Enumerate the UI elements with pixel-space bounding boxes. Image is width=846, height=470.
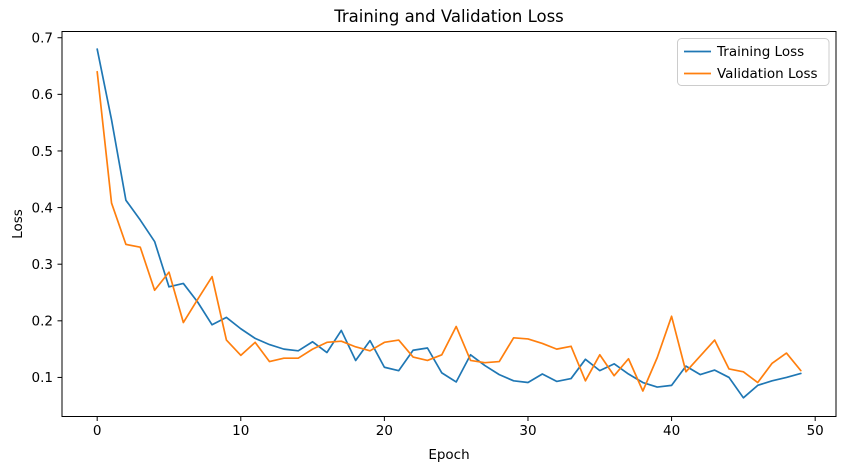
x-tick-label: 20 [376,423,393,439]
y-tick-label: 0.2 [32,314,53,330]
y-tick-label: 0.3 [32,257,53,273]
y-axis-ticks: 0.1 0.2 0.3 0.4 0.5 0.6 0.7 [32,31,62,386]
x-tick-label: 40 [663,423,680,439]
x-tick-label: 30 [519,423,536,439]
y-tick-label: 0.4 [32,200,53,216]
y-tick-label: 0.7 [32,31,53,47]
x-tick-label: 50 [807,423,824,439]
chart-title: Training and Validation Loss [333,7,564,26]
legend: Training Loss Validation Loss [677,38,830,86]
series-lines [96,48,802,399]
y-tick-label: 0.6 [32,87,53,103]
x-tick-label: 0 [93,423,102,439]
validation-loss-line [96,70,802,392]
x-axis-ticks: 0 10 20 30 40 50 [93,416,824,439]
y-tick-label: 0.1 [32,370,53,386]
x-axis-label: Epoch [428,447,469,463]
y-axis-label: Loss [10,209,26,239]
legend-validation-label: Validation Loss [717,66,818,82]
plot-area-spines [61,31,837,417]
legend-box [677,38,830,86]
y-tick-label: 0.5 [32,144,53,160]
training-loss-line [96,48,802,399]
x-tick-label: 10 [232,423,249,439]
legend-training-label: Training Loss [716,44,804,60]
